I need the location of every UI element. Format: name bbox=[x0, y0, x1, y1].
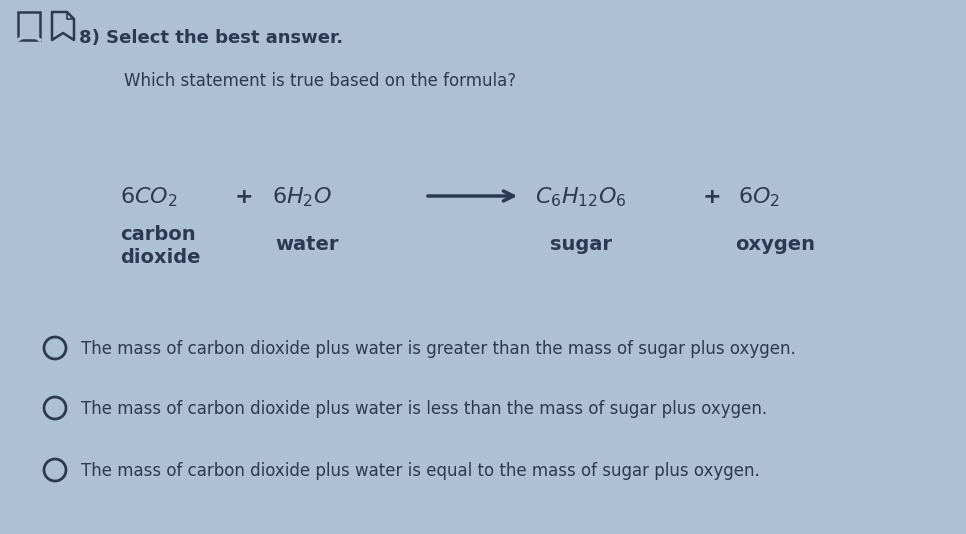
Text: sugar: sugar bbox=[550, 235, 612, 254]
Text: $6CO_2$: $6CO_2$ bbox=[120, 185, 178, 209]
Text: +: + bbox=[703, 187, 722, 207]
Text: The mass of carbon dioxide plus water is equal to the mass of sugar plus oxygen.: The mass of carbon dioxide plus water is… bbox=[81, 462, 759, 480]
Text: oxygen: oxygen bbox=[735, 235, 815, 254]
Text: carbon
dioxide: carbon dioxide bbox=[120, 225, 201, 267]
Text: +: + bbox=[235, 187, 254, 207]
Text: $6O_2$: $6O_2$ bbox=[738, 185, 780, 209]
Text: 8) Select the best answer.: 8) Select the best answer. bbox=[79, 29, 343, 48]
Text: The mass of carbon dioxide plus water is greater than the mass of sugar plus oxy: The mass of carbon dioxide plus water is… bbox=[81, 340, 796, 358]
Text: Which statement is true based on the formula?: Which statement is true based on the for… bbox=[124, 72, 516, 90]
Text: water: water bbox=[275, 235, 338, 254]
Text: $C_6H_{12}O_6$: $C_6H_{12}O_6$ bbox=[535, 185, 627, 209]
Text: The mass of carbon dioxide plus water is less than the mass of sugar plus oxygen: The mass of carbon dioxide plus water is… bbox=[81, 400, 767, 418]
Text: $6H_2O$: $6H_2O$ bbox=[272, 185, 332, 209]
